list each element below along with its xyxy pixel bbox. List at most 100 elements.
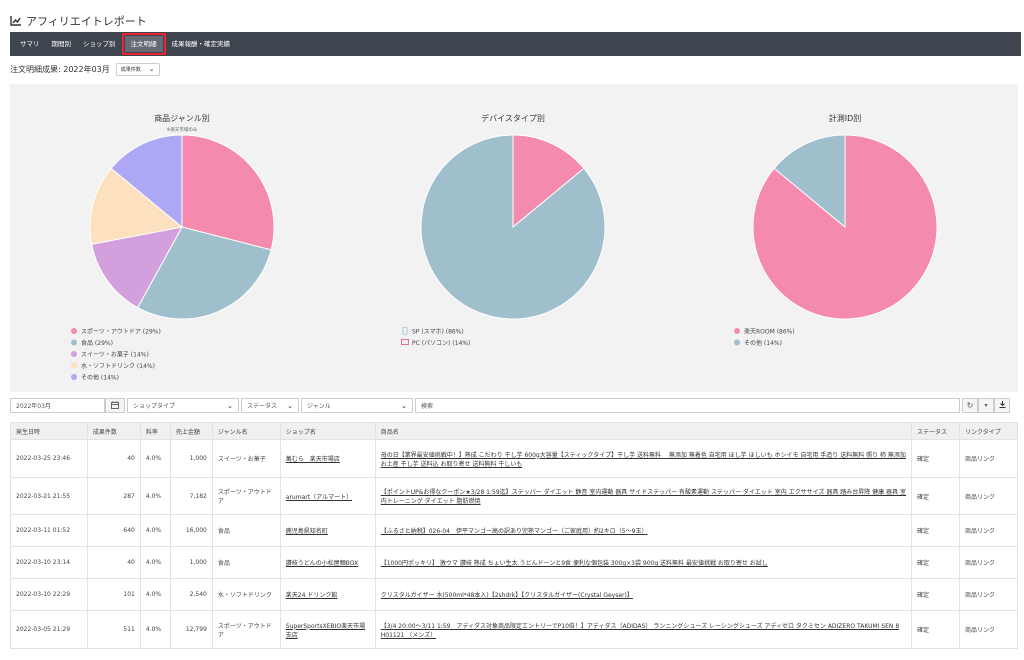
col-amount[interactable]: 売上金額 (169, 422, 213, 440)
cell-count: 511 (86, 610, 141, 649)
col-genre[interactable]: ジャンル名 (211, 422, 281, 440)
shop-link[interactable]: 楽天24 ドリンク館 (285, 592, 338, 599)
search-placeholder: 検索 (421, 403, 434, 410)
product-link[interactable]: 【1000円ポッキリ】 激ウマ 讃岐 熟成 ちょい生太 うどんドーンと9食 便利… (380, 560, 768, 567)
cell-rate: 4.0% (139, 439, 171, 478)
chart-subtitle: ※楽天市場のみ (167, 126, 198, 133)
shop-link[interactable]: 萬むら 楽天市場店 (285, 456, 340, 463)
product-link[interactable]: 【ポイントUP&お得なクーポン★3/28 1:59迄】ステッパー ダイエット 静… (380, 489, 906, 505)
shop-type-select-value: ショップタイプ (133, 403, 176, 410)
product-link[interactable]: 【3/4 20:00～3/11 1:59 アディダス対象商品限定エントリーでP1… (380, 622, 900, 639)
legend-label: 食品 (29%) (81, 339, 113, 347)
tab-order-details[interactable]: 注文明細 (121, 33, 166, 55)
calendar-icon (111, 400, 119, 411)
chart-title: デバイスタイプ別 (481, 113, 545, 123)
product-link[interactable]: 母の日【業界最安値挑戦中！】熟成 こだわり 干し芋 600g大容量【スティックタ… (380, 451, 906, 468)
legend-label: 楽天ROOM (86%) (744, 327, 795, 335)
caret-down-icon: ▾ (984, 402, 988, 409)
pie-slice (773, 134, 846, 229)
pie-slice (89, 167, 184, 245)
cell-status: 確定 (911, 477, 960, 515)
cell-rate: 4.0% (139, 514, 171, 547)
chevron-down-icon: ⌄ (287, 401, 293, 410)
search-input[interactable]: 検索 (415, 398, 960, 413)
legend-swatch (734, 339, 740, 346)
status-select[interactable]: ステータス ⌄ (241, 398, 299, 413)
tab-rewards[interactable]: 成果報酬・確定実績 (171, 40, 231, 48)
tab-shop[interactable]: ショップ別 (83, 40, 116, 48)
cell-status: 確定 (911, 546, 960, 579)
legend-label: SP (スマホ) (86%) (412, 328, 464, 335)
cell-status: 確定 (911, 578, 960, 611)
cell-genre: スポーツ・アウトドア (211, 477, 281, 515)
cell-genre: スイーツ・お菓子 (211, 439, 281, 478)
cell-genre: 水・ソフトドリンク (211, 578, 281, 611)
cell-status: 確定 (911, 610, 960, 649)
download-button[interactable] (994, 398, 1010, 413)
col-shop[interactable]: ショップ名 (279, 422, 376, 440)
cell-link-type: 商品リンク (959, 477, 1018, 515)
col-rate[interactable]: 料率 (139, 422, 171, 440)
cell-amount: 7,182 (169, 477, 213, 515)
cell-date: 2022-03-10 22:29 (10, 578, 88, 611)
genre-select-value: ジャンル (307, 403, 331, 410)
col-status[interactable]: ステータス (911, 422, 960, 440)
genre-select[interactable]: ジャンル ⌄ (301, 398, 413, 413)
cell-genre: 食品 (211, 546, 281, 579)
shop-link[interactable]: 鹿児島県知名町 (285, 528, 328, 535)
columns-toggle[interactable]: ▾ (978, 398, 994, 413)
cell-count: 40 (86, 439, 141, 478)
chart-area: 商品ジャンル別 ※楽天市場のみ スポーツ・アウトドア (29%) 食品 (29%) スイ… (10, 84, 1018, 392)
table-row: 2022-03-21 21:55 287 4.0% 7,182 スポーツ・アウト… (10, 477, 1018, 515)
legend-label: その他 (14%) (744, 339, 782, 347)
col-link-type[interactable]: リンクタイプ (959, 422, 1018, 440)
legend-swatch (71, 328, 77, 334)
table-row: 2022-03-05 21:29 511 4.0% 12,799 スポーツ・アウ… (10, 610, 1018, 649)
table-row: 2022-03-10 22:29 101 4.0% 2,540 水・ソフトドリン… (10, 578, 1018, 611)
table-header: 発生日時 成果件数 料率 売上金額 ジャンル名 ショップ名 商品名 ステータス … (10, 422, 1018, 440)
shop-link[interactable]: 讃岐うどんの小松屋麺BOX (285, 560, 359, 567)
legend-label: スイーツ・お菓子 (14%) (81, 350, 149, 358)
refresh-button[interactable]: ↻ (962, 398, 978, 413)
legend-label: PC (パソコン) (14%) (412, 340, 470, 347)
cell-status: 確定 (911, 514, 960, 547)
table-row: 2022-03-25 23:46 40 4.0% 1,000 スイーツ・お菓子 … (10, 439, 1018, 478)
chevron-down-icon: ⌄ (148, 65, 155, 73)
cell-count: 640 (86, 514, 141, 547)
legend-swatch (71, 362, 77, 369)
shop-link[interactable]: arumart（アルマート） (285, 493, 353, 501)
metric-select[interactable]: 成果件数 ⌄ (115, 62, 160, 76)
cell-date: 2022-03-25 23:46 (10, 439, 88, 478)
cell-link-type: 商品リンク (959, 546, 1018, 579)
legend-swatch (71, 339, 77, 346)
legend-swatch (71, 374, 77, 380)
monitor-icon (401, 339, 409, 345)
col-product[interactable]: 商品名 (374, 422, 913, 440)
page-title-text: アフィリエイトレポート (26, 15, 147, 28)
cell-link-type: 商品リンク (959, 610, 1018, 649)
pie-slice (181, 134, 275, 251)
cell-link-type: 商品リンク (959, 439, 1018, 478)
subheader: 注文明細成果: 2022年03月 成果件数 ⌄ (10, 62, 160, 76)
col-date[interactable]: 発生日時 (10, 422, 88, 440)
cell-rate: 4.0% (139, 610, 171, 649)
cell-date: 2022-03-05 21:29 (10, 610, 88, 649)
calendar-button[interactable] (105, 398, 125, 413)
cell-amount: 12,799 (169, 610, 213, 649)
month-input[interactable]: 2022年03月 (10, 398, 105, 413)
pie-slice (420, 134, 606, 320)
cell-count: 101 (86, 578, 141, 611)
product-link[interactable]: クリスタルガイザー 水(500ml*48本入)【2shdrk】【クリスタルガイザ… (380, 592, 633, 599)
shop-type-select[interactable]: ショップタイプ ⌄ (127, 398, 239, 413)
tab-period[interactable]: 期間別 (51, 40, 72, 48)
shop-link[interactable]: SuperSportsXEBIO楽天市場支店 (285, 622, 366, 639)
cell-link-type: 商品リンク (959, 578, 1018, 611)
cell-rate: 4.0% (139, 477, 171, 515)
pie-slice (136, 226, 272, 320)
product-link[interactable]: 【ふるさと納税】026-04 伊平マンゴー高の訳あり完熟マンゴー（ご家庭用）約2… (380, 528, 648, 535)
col-count[interactable]: 成果件数 (86, 422, 141, 440)
cell-amount: 16,000 (169, 514, 213, 547)
chevron-down-icon: ⌄ (401, 401, 407, 410)
smartphone-icon (402, 327, 408, 335)
tab-summary[interactable]: サマリ (20, 40, 40, 48)
